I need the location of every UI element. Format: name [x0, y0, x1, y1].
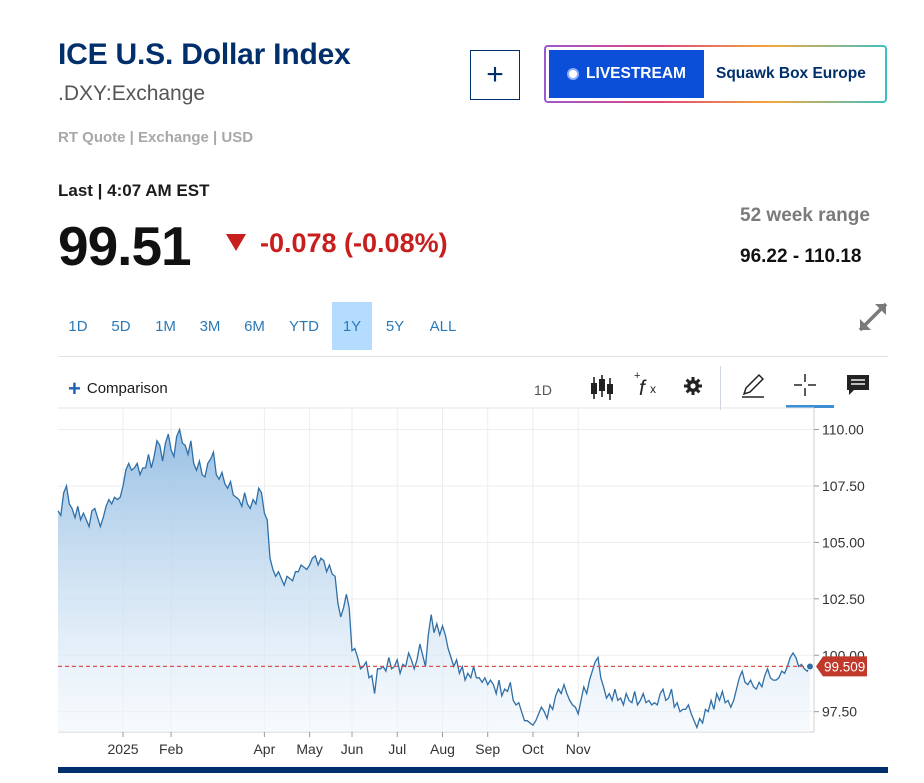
tab-ytd[interactable]: YTD — [289, 317, 319, 335]
x-tick-label: Jul — [388, 741, 406, 757]
toolbar-divider — [720, 366, 721, 410]
expand-icon[interactable] — [856, 300, 890, 334]
y-tick-label: 97.50 — [822, 704, 857, 720]
candlestick-icon[interactable] — [589, 374, 615, 402]
x-tick-label: Aug — [430, 741, 455, 757]
y-tick-label: 102.50 — [822, 591, 865, 607]
x-tick-label: 2025 — [107, 741, 138, 757]
live-indicator-icon — [567, 68, 580, 80]
price-line — [57, 427, 811, 730]
add-to-watchlist-button[interactable]: + — [470, 50, 520, 100]
tab-5d[interactable]: 5D — [111, 317, 131, 335]
x-tick-label: Apr — [253, 741, 275, 757]
crosshair-icon[interactable] — [792, 372, 818, 398]
last-trade-time: Last | 4:07 AM EST — [58, 181, 210, 200]
gear-icon[interactable] — [682, 375, 704, 397]
y-tick-label: 110.00 — [822, 422, 864, 438]
pencil-icon[interactable] — [739, 371, 767, 399]
tab-all[interactable]: ALL — [429, 317, 457, 335]
x-axis: 2025 Feb Apr May Jun Jul Aug Sep Oct Nov — [107, 732, 591, 757]
divider — [58, 356, 888, 357]
last-value-marker: 99.509 — [806, 656, 867, 677]
week-range-label: 52 week range — [740, 205, 870, 226]
symbol-label: .DXY:Exchange — [58, 82, 206, 105]
x-tick-label: Oct — [522, 741, 544, 757]
bottom-rule — [58, 767, 888, 773]
livestream-show-link[interactable]: Squawk Box Europe — [716, 65, 866, 82]
last-value-label: 99.509 — [824, 659, 865, 674]
function-icon[interactable]: + f x — [633, 370, 661, 402]
y-tick-label: 105.00 — [822, 534, 865, 550]
price-change: -0.078 (-0.08%) — [260, 228, 448, 258]
page-title: ICE U.S. Dollar Index — [58, 38, 351, 71]
svg-text:x: x — [650, 382, 656, 396]
comparison-label: Comparison — [86, 380, 168, 397]
quote-meta: RT Quote | Exchange | USD — [58, 129, 254, 146]
x-tick-label: Jun — [341, 741, 364, 757]
x-tick-label: May — [296, 741, 322, 757]
time-range-tabs: 1D 5D 1M 3M 6M YTD 1Y 5Y ALL — [58, 302, 468, 350]
comment-icon[interactable] — [845, 373, 871, 397]
x-tick-label: Nov — [566, 741, 591, 757]
last-value-flag — [816, 656, 867, 677]
x-tick-label: Feb — [159, 741, 183, 757]
tab-1y[interactable]: 1Y — [332, 302, 372, 350]
tab-3m[interactable]: 3M — [199, 317, 221, 335]
y-tick-label: 107.50 — [822, 478, 865, 494]
tab-1d[interactable]: 1D — [68, 317, 88, 335]
price-area — [58, 429, 810, 732]
livestream-widget: LIVESTREAM Squawk Box Europe — [544, 45, 887, 103]
tab-1m[interactable]: 1M — [155, 317, 176, 335]
tab-6m[interactable]: 6M — [244, 317, 265, 335]
down-arrow-icon — [226, 234, 246, 251]
svg-text:+: + — [634, 370, 640, 382]
x-tick-label: Sep — [475, 741, 500, 757]
active-tool-indicator — [786, 405, 834, 408]
last-point-dot — [806, 662, 814, 671]
interval-selector[interactable]: 1D — [534, 382, 552, 398]
livestream-label: LIVESTREAM — [586, 65, 686, 82]
tab-5y[interactable]: 5Y — [385, 317, 405, 335]
last-price: 99.51 — [58, 215, 192, 277]
svg-text:f: f — [639, 377, 647, 400]
plus-icon: + — [68, 375, 81, 401]
comparison-button[interactable]: + Comparison — [68, 375, 168, 401]
livestream-button[interactable]: LIVESTREAM — [549, 50, 704, 98]
week-range-value: 96.22 - 110.18 — [740, 246, 862, 267]
